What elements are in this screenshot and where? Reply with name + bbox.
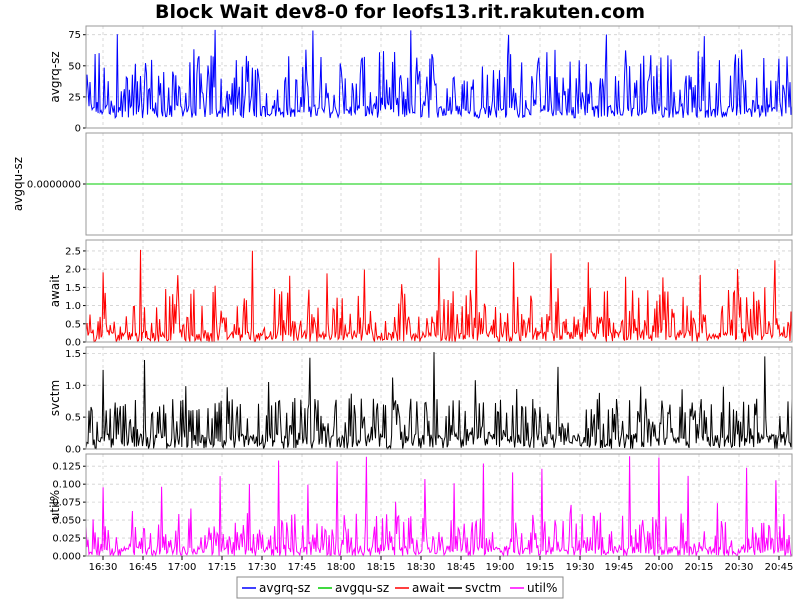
x-tick-label: 18:00 (327, 562, 356, 573)
y-tick-label: 1.0 (65, 381, 81, 392)
series-line-await (85, 249, 793, 343)
x-tick-label: 20:30 (725, 562, 754, 573)
legend-label: await (412, 581, 445, 595)
legend-label: util% (527, 581, 557, 595)
y-tick-label: 0.050 (52, 516, 81, 527)
x-tick-label: 19:00 (486, 562, 515, 573)
y-tick-label: 1.5 (65, 349, 81, 360)
y-axis-label: await (48, 274, 62, 307)
panel-svctm: 0.0 0.5 1.0 1.5 svctm (48, 346, 793, 456)
x-tick-label: 19:15 (526, 562, 555, 573)
x-tick-label: 17:15 (208, 562, 237, 573)
x-tick-label: 20:45 (765, 562, 794, 573)
y-tick-label: 0 (75, 124, 81, 135)
series-line-svctm (85, 352, 793, 451)
x-tick-label: 18:45 (447, 562, 476, 573)
plot-frame (85, 239, 793, 343)
series-line-utilpct (85, 456, 793, 558)
x-tick-label: 19:30 (566, 562, 595, 573)
y-tick-label: 0.025 (52, 534, 81, 545)
x-tick-label: 17:00 (168, 562, 197, 573)
series-line-avgrq-sz (85, 29, 793, 120)
chart-legend: avgrq-sz avgqu-sz await svctm util% (236, 576, 564, 599)
x-tick-label: 16:30 (89, 562, 118, 573)
y-axis-label: avgqu-sz (11, 157, 25, 211)
y-tick-label: 0.0 (65, 338, 81, 349)
x-tick-label: 17:45 (288, 562, 317, 573)
x-tick-label: 20:00 (645, 562, 674, 573)
x-tick-label: 16:45 (129, 562, 158, 573)
plot-frame (85, 346, 793, 450)
x-tick-label: 17:30 (248, 562, 277, 573)
x-tick-label: 20:15 (685, 562, 714, 573)
y-axis-label: util% (48, 490, 62, 520)
chart-title: Block Wait dev8-0 for leofs13.rit.rakute… (155, 1, 645, 23)
y-axis-label: svctm (48, 380, 62, 416)
y-tick-label: 0.5 (65, 319, 81, 330)
y-tick-label: 0.0 (65, 445, 81, 456)
y-tick-label: 25 (68, 92, 81, 103)
legend-label: avgrq-sz (259, 581, 310, 595)
y-tick-label: 0.5 (65, 413, 81, 424)
y-tick-label: 0.075 (52, 498, 81, 509)
y-tick-label: 50 (68, 61, 81, 72)
y-tick-label: 1.5 (65, 283, 81, 294)
plot-frame (85, 453, 793, 557)
panel-avgrq-sz: 0 25 50 75 avgrq-sz (48, 25, 793, 135)
y-tick-label: 0.000 (52, 552, 81, 563)
x-tick-label: 18:30 (407, 562, 436, 573)
x-tick-label: 18:15 (367, 562, 396, 573)
plot-area (86, 347, 792, 449)
y-tick-label: 0.125 (52, 462, 81, 473)
panel-utilpct: 0.000 0.025 0.050 0.075 0.100 0.125 util% (48, 453, 793, 563)
x-tick-label: 19:45 (605, 562, 634, 573)
y-tick-label: 1.0 (65, 301, 81, 312)
x-axis: 16:30 16:45 17:00 17:15 17:30 17:45 18:00 18:15… (89, 556, 794, 573)
y-tick-label: 75 (68, 30, 81, 41)
y-axis-label: avgrq-sz (48, 51, 62, 102)
panel-await: 0.0 0.5 1.0 1.5 2.0 2.5 await (48, 239, 793, 349)
legend-label: svctm (465, 581, 501, 595)
y-tick-label: 0.0000000 (27, 180, 81, 191)
plot-frame (85, 25, 793, 129)
y-tick-label: 0.100 (52, 480, 81, 491)
plot-frame (85, 132, 793, 236)
legend-label: avgqu-sz (335, 581, 389, 595)
y-tick-label: 2.5 (65, 246, 81, 257)
y-tick-label: 2.0 (65, 265, 81, 276)
